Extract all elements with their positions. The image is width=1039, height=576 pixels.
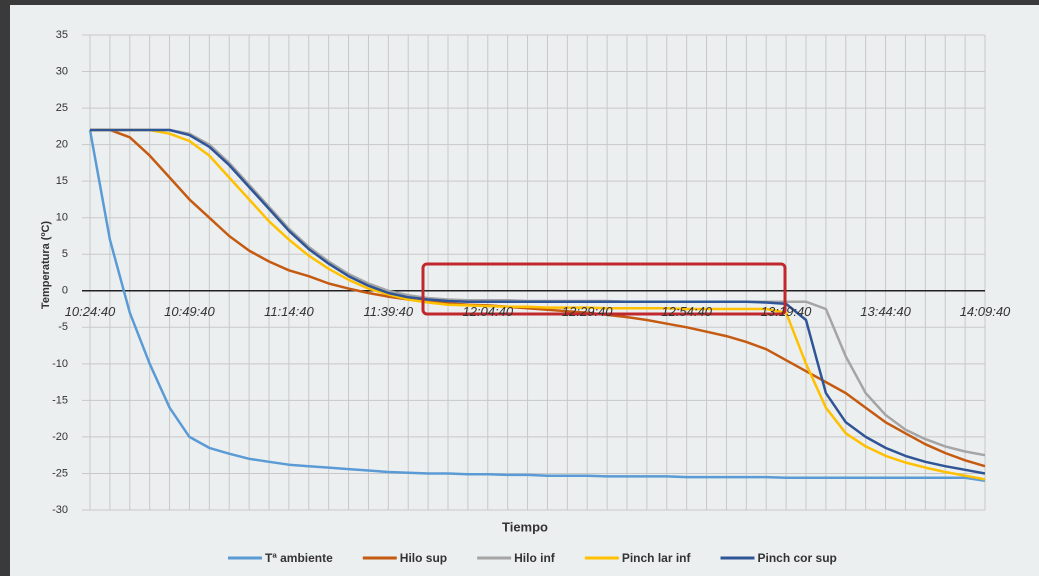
y-tick-label: 35 <box>56 29 68 41</box>
x-tick-label: 10:49:40 <box>164 304 215 319</box>
legend-label: Hilo inf <box>514 551 556 565</box>
x-tick-label: 12:54:40 <box>661 304 712 319</box>
chart: Tiempo Temperatura (ºC) -30 -25 -20 -15 -10 -… <box>0 0 1039 576</box>
y-tick-label: 0 <box>62 285 68 297</box>
x-tick-label: 14:09:40 <box>960 304 1011 319</box>
x-tick-label: 12:04:40 <box>462 304 513 319</box>
y-tick-label: 15 <box>56 175 68 187</box>
x-axis-title: Tiempo <box>502 519 548 534</box>
y-tick-label: -10 <box>52 358 68 370</box>
x-tick-label: 10:24:40 <box>65 304 116 319</box>
y-tick-label: -25 <box>52 467 68 479</box>
y-tick-label: -15 <box>52 394 68 406</box>
y-tick-label: 20 <box>56 139 68 151</box>
y-tick-label: -30 <box>52 504 68 516</box>
y-tick-label: 10 <box>56 212 68 224</box>
x-tick-label: 13:44:40 <box>860 304 911 319</box>
legend-label: Pinch cor sup <box>758 551 837 565</box>
legend-label: Tª ambiente <box>265 551 333 565</box>
y-tick-label: 5 <box>62 248 68 260</box>
y-tick-label: 30 <box>56 65 68 77</box>
y-tick-label: -20 <box>52 431 68 443</box>
y-tick-label: -5 <box>58 321 68 333</box>
y-tick-label: 25 <box>56 102 68 114</box>
page: Tiempo Temperatura (ºC) -30 -25 -20 -15 -10 -… <box>0 0 1039 576</box>
x-tick-label: 13:19:40 <box>761 304 812 319</box>
x-tick-label: 11:39:40 <box>364 304 414 319</box>
x-tick-label: 12:29:40 <box>562 304 613 319</box>
y-axis-title: Temperatura (ºC) <box>40 221 52 309</box>
legend-label: Hilo sup <box>400 551 447 565</box>
legend-label: Pinch lar inf <box>622 551 692 565</box>
x-tick-label: 11:14:40 <box>264 304 314 319</box>
